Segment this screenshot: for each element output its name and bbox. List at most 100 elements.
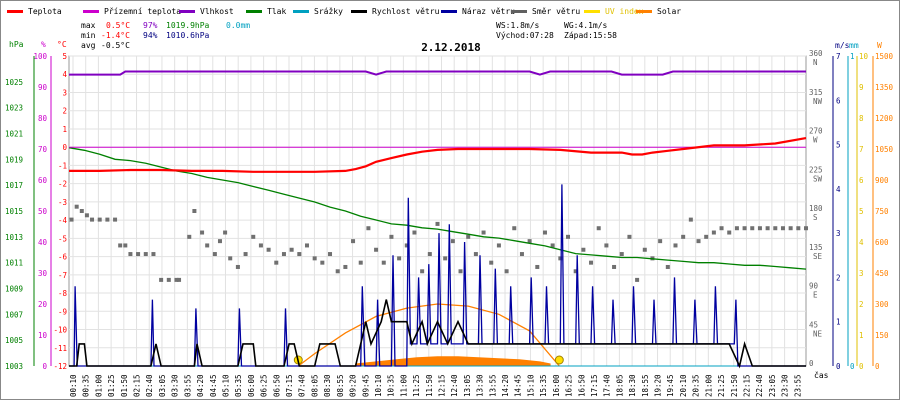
- wind-dir-point: [635, 277, 640, 282]
- wind-dir-point: [397, 256, 402, 261]
- axis-uv-tick: 9: [859, 83, 864, 92]
- wind-dir-point: [757, 226, 762, 231]
- axis-pct-tick: 0: [42, 362, 47, 371]
- axis-hpa-tick: 1021: [5, 130, 23, 139]
- axis-pct-tick: 50: [38, 207, 48, 216]
- axis-pct-tick: 90: [38, 83, 48, 92]
- axis-dir-tick: 360: [809, 49, 823, 58]
- axis-dir-tick: 270: [809, 127, 823, 136]
- axis-degc-tick: -8: [58, 289, 68, 298]
- wind-dir-point: [780, 226, 785, 231]
- axis-degc-tick: -2: [58, 180, 67, 189]
- wind-dir-point: [412, 230, 417, 235]
- wind-dir-point: [79, 209, 84, 213]
- axis-x-tick: 06:25: [260, 374, 269, 397]
- wind-dir-point: [404, 243, 409, 248]
- wind-dir-point: [274, 260, 279, 265]
- wind-dir-point: [450, 239, 455, 244]
- legend-label: Rychlost větru: [372, 7, 440, 16]
- wind-dir-point: [320, 260, 325, 265]
- chart-title: 2.12.2018: [421, 41, 481, 54]
- wind-dir-point: [312, 256, 317, 261]
- wind-dir-point: [166, 277, 171, 282]
- legend-swatch: [179, 10, 195, 13]
- axis-hpa-tick: 1023: [5, 104, 23, 113]
- axis-pct-tick: 60: [38, 176, 48, 185]
- stat-sunset: Západ:15:58: [564, 31, 617, 40]
- stat-wg: WG:4.1m/s: [564, 21, 608, 30]
- wind-dir-point: [235, 264, 240, 269]
- wind-dir-point: [366, 226, 371, 231]
- stat-max-press: 1019.9hPa: [166, 21, 210, 30]
- axis-x-tick: 08:05: [310, 374, 319, 397]
- axis-x-tick: 18:55: [641, 374, 650, 397]
- axis-solar-tick: 150: [875, 331, 889, 340]
- axis-degc-tick: -6: [58, 253, 68, 262]
- axis-x-tick: 05:10: [221, 374, 230, 397]
- wind-dir-point: [642, 247, 647, 252]
- axis-solar-label: W: [877, 41, 882, 50]
- wind-dir-point: [473, 252, 478, 257]
- axis-degc-tick: -7: [58, 271, 67, 280]
- axis-x-tick: 10:35: [387, 374, 396, 397]
- axis-x-tick: 16:50: [577, 374, 586, 397]
- wind-dir-point: [604, 243, 609, 248]
- axis-ms-tick: 1: [836, 318, 841, 327]
- wind-dir-point: [217, 239, 222, 244]
- axis-x-tick: 05:35: [234, 374, 243, 397]
- wind-dir-point: [123, 243, 128, 248]
- wind-dir-point: [187, 234, 192, 239]
- axis-uv-tick: 6: [859, 176, 864, 185]
- wind-dir-point: [192, 209, 197, 213]
- wind-dir-point: [589, 260, 594, 265]
- legend-label: Srážky: [314, 7, 343, 16]
- axis-x-tick: 23:55: [793, 374, 802, 397]
- wind-dir-point: [550, 243, 555, 248]
- axis-ms-tick: 3: [836, 229, 841, 238]
- axis-ms-tick: 0: [836, 362, 841, 371]
- wind-dir-point: [200, 230, 205, 235]
- axis-uv-tick: 1: [859, 331, 864, 340]
- axis-mm-tick: 0: [850, 362, 855, 371]
- wind-dir-point: [696, 239, 701, 244]
- axis-x-tick: 12:40: [450, 374, 459, 397]
- axis-solar-tick: 1500: [875, 52, 894, 61]
- axis-pct-label: %: [41, 40, 46, 49]
- axis-degc-tick: -9: [58, 307, 67, 316]
- wind-dir-point: [665, 264, 670, 269]
- axis-uv-tick: 5: [859, 207, 864, 216]
- wind-dir-point: [228, 256, 233, 261]
- axis-dir-label: S: [813, 213, 818, 222]
- legend-swatch: [584, 10, 600, 13]
- axis-hpa-label: hPa: [9, 40, 24, 49]
- axis-dir-label: NE: [813, 329, 823, 338]
- axis-pct-tick: 40: [38, 238, 48, 247]
- wind-dir-point: [527, 239, 532, 244]
- axis-hpa-tick: 1011: [5, 259, 23, 268]
- axis-dir-tick: 90: [809, 282, 819, 291]
- axis-dir-tick: 225: [809, 165, 823, 174]
- axis-degc-tick: 5: [62, 52, 67, 61]
- axis-solar-tick: 1050: [875, 145, 894, 154]
- axis-x-tick: 16:00: [552, 374, 561, 397]
- wind-dir-point: [765, 226, 770, 231]
- wind-dir-point: [74, 204, 79, 209]
- wind-dir-point: [773, 226, 778, 231]
- wind-dir-point: [804, 226, 808, 231]
- axis-x-tick: 00:10: [69, 374, 78, 397]
- axis-x-tick: 20:10: [679, 374, 688, 397]
- wind-dir-point: [281, 252, 286, 257]
- axis-x-tick: 19:20: [654, 374, 663, 397]
- axis-degc-tick: -3: [58, 198, 67, 207]
- axis-x-tick: 16:25: [565, 374, 574, 397]
- axis-ms-tick: 6: [836, 96, 841, 105]
- axis-dir-label: SW: [813, 174, 823, 183]
- wind-dir-point: [335, 269, 340, 274]
- wind-dir-point: [427, 252, 432, 257]
- wind-dir-point: [466, 234, 471, 239]
- axis-x-tick: 13:30: [476, 374, 485, 397]
- stat-avg-temp: -0.5°C: [101, 41, 130, 50]
- wind-dir-point: [177, 277, 182, 282]
- stat-max-hum: 97%: [143, 21, 158, 30]
